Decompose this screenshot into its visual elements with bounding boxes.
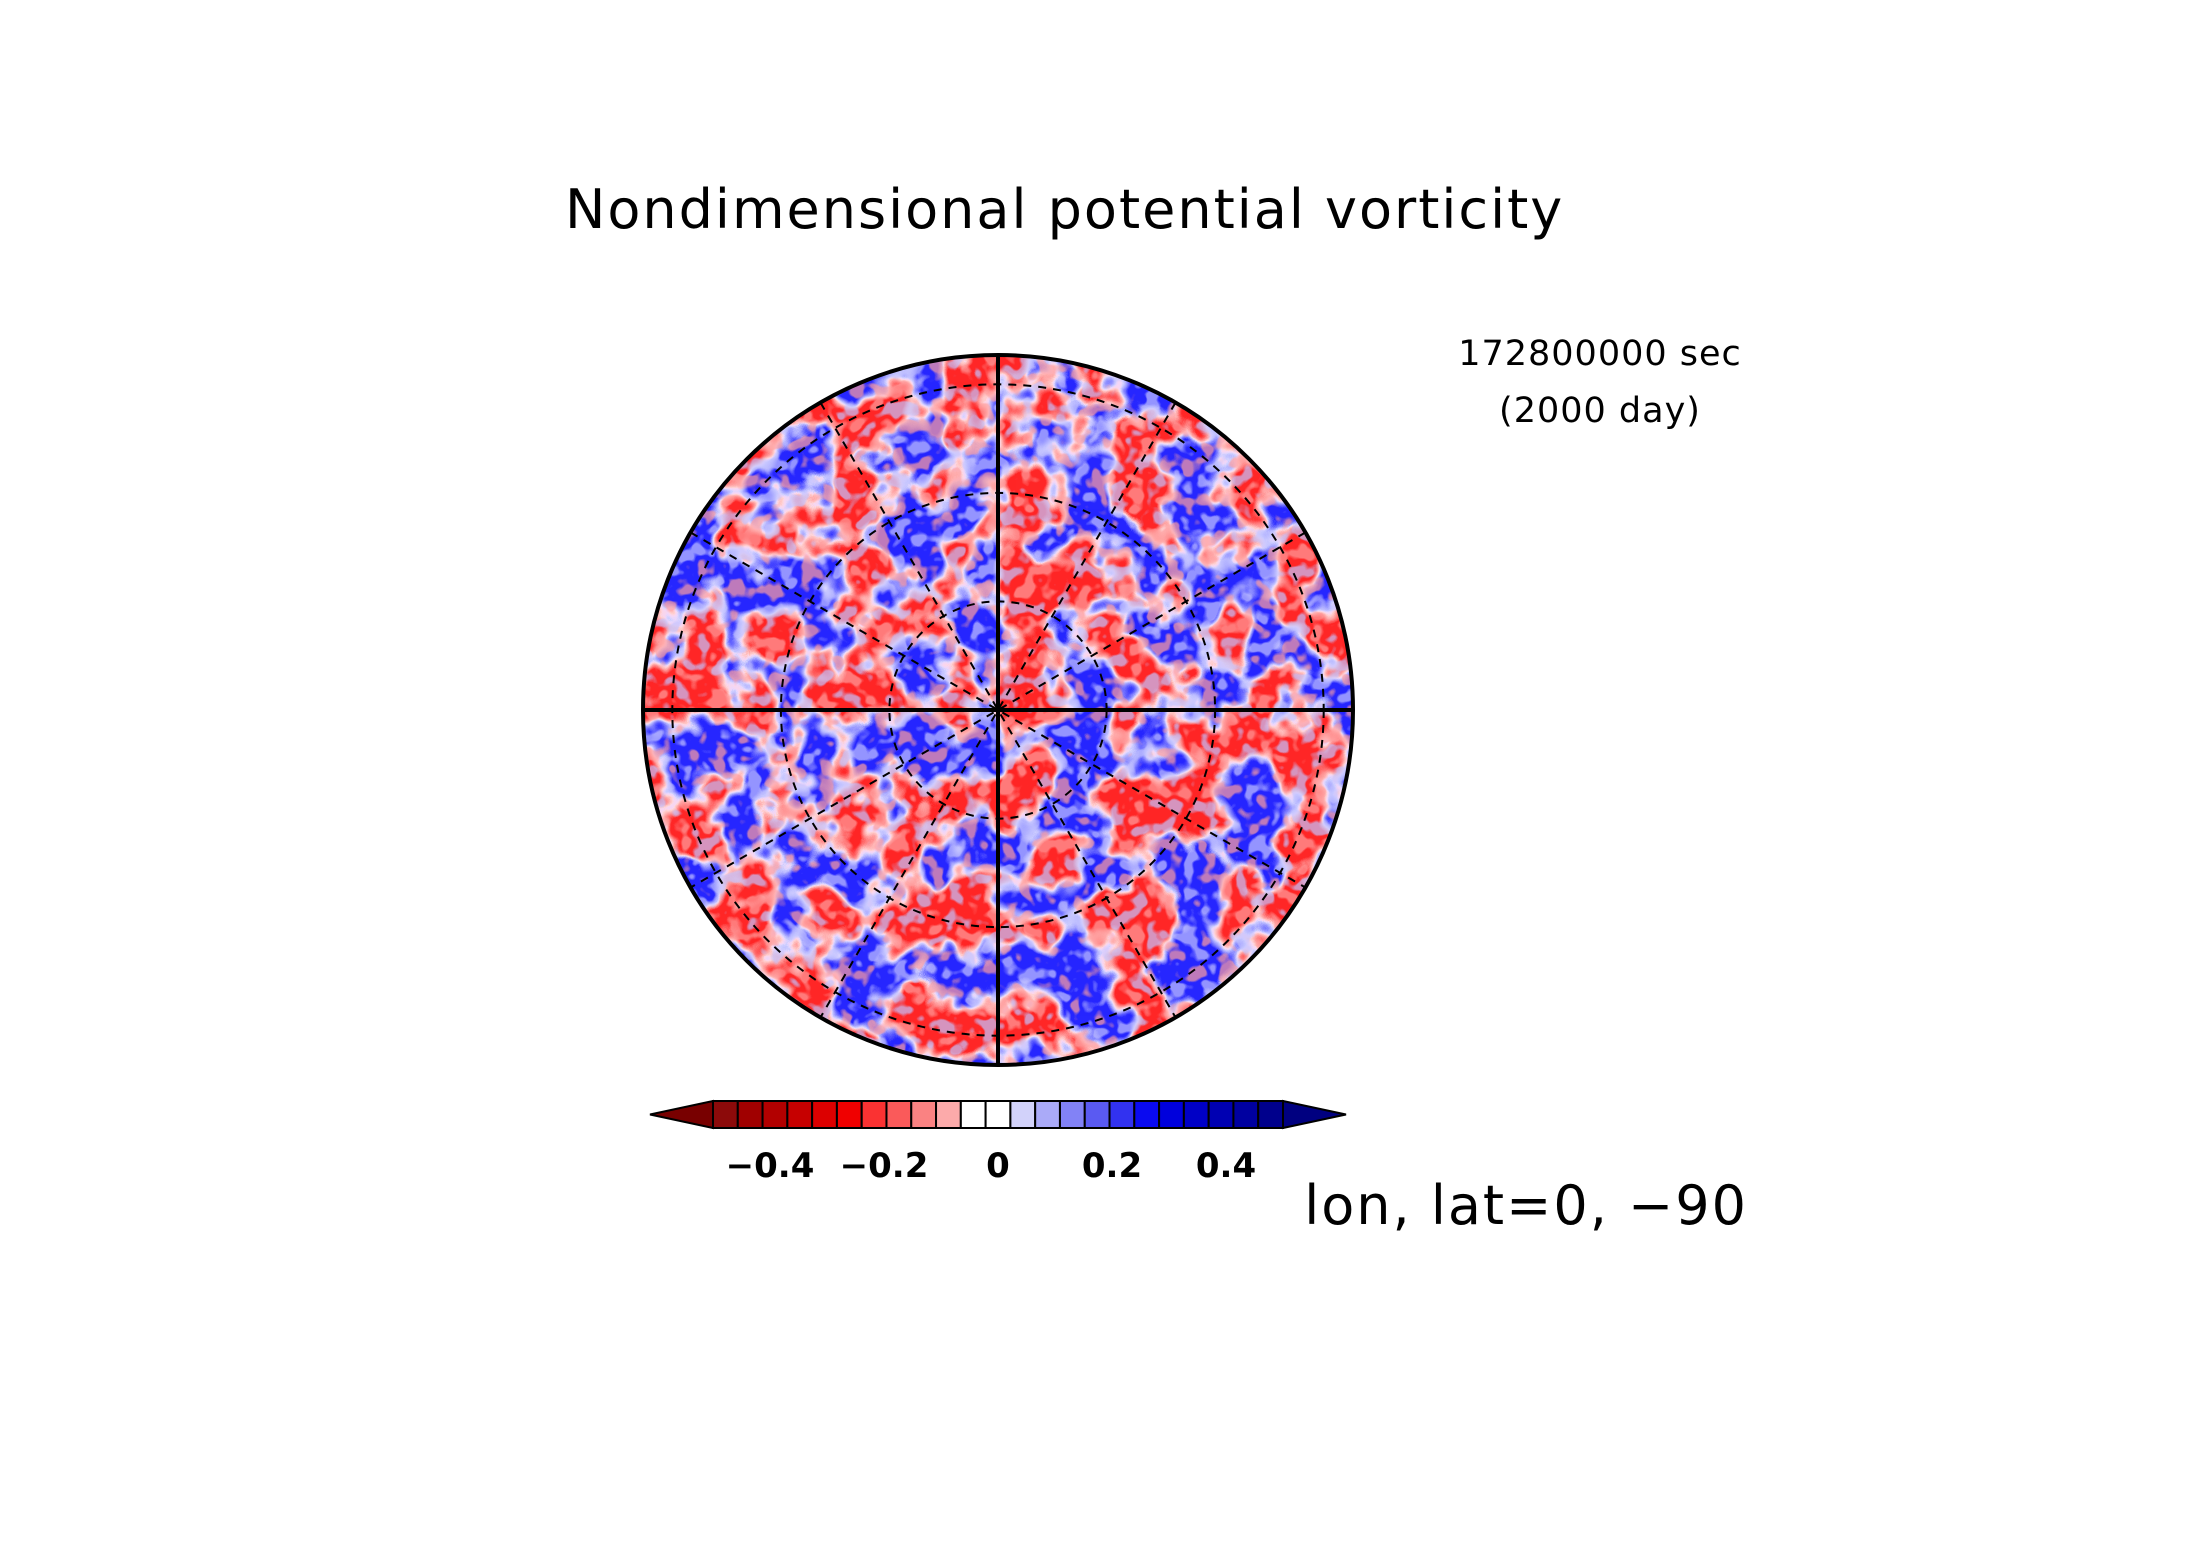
colorbar-swatch bbox=[811, 1100, 838, 1129]
colorbar-over-arrow bbox=[1282, 1099, 1347, 1130]
meridian-line bbox=[690, 531, 1306, 889]
colorbar-swatch bbox=[984, 1100, 1012, 1129]
polar-map bbox=[641, 353, 1355, 1067]
time-days: (2000 day) bbox=[1499, 391, 1701, 431]
meridian-line bbox=[819, 402, 1177, 1018]
colorbar-swatch bbox=[860, 1100, 888, 1129]
colorbar-swatch bbox=[835, 1100, 863, 1129]
plot-title: Nondimensional potential vorticity bbox=[565, 178, 1564, 241]
latitude-circle bbox=[671, 383, 1325, 1037]
colorbar-swatch bbox=[1009, 1100, 1037, 1129]
colorbar-swatch bbox=[1133, 1100, 1161, 1129]
colorbar-swatch bbox=[1158, 1100, 1185, 1129]
time-seconds: 172800000 sec bbox=[1458, 334, 1742, 374]
meridian-line bbox=[690, 531, 1306, 889]
latitude-circle bbox=[779, 491, 1217, 929]
colorbar-swatch bbox=[736, 1100, 764, 1129]
colorbar-swatch bbox=[935, 1100, 962, 1129]
colorbar-tick-label: −0.2 bbox=[840, 1146, 929, 1186]
colorbar-swatch bbox=[910, 1100, 938, 1129]
colorbar-tick-label: −0.4 bbox=[726, 1146, 815, 1186]
coordinate-label: lon, lat=0, −90 bbox=[1304, 1174, 1748, 1237]
colorbar-swatch bbox=[1083, 1100, 1111, 1129]
meridian-line bbox=[819, 402, 1177, 1018]
colorbar-swatch bbox=[1034, 1100, 1061, 1129]
colorbar-swatch bbox=[1207, 1100, 1235, 1129]
map-boundary bbox=[641, 353, 1355, 1067]
colorbar-tick-label: 0.2 bbox=[1082, 1146, 1142, 1186]
colorbar-swatch bbox=[885, 1100, 913, 1129]
colorbar-swatch bbox=[1058, 1100, 1086, 1129]
colorbar-swatch bbox=[1232, 1100, 1260, 1129]
colorbar-swatch bbox=[1257, 1100, 1284, 1129]
colorbar-tick-label: 0 bbox=[986, 1146, 1010, 1186]
colorbar-swatch bbox=[1108, 1100, 1136, 1129]
colorbar-swatch bbox=[1182, 1100, 1210, 1129]
map-gridlines bbox=[643, 355, 1353, 1065]
colorbar: −0.4 −0.2 0 0.2 0.4 bbox=[649, 1099, 1347, 1186]
latitude-circle bbox=[888, 600, 1108, 820]
colorbar-tick-label: 0.4 bbox=[1196, 1146, 1256, 1186]
colorbar-swatch bbox=[959, 1100, 987, 1129]
colorbar-under-arrow bbox=[649, 1099, 714, 1130]
colorbar-swatch bbox=[786, 1100, 814, 1129]
colorbar-swatch bbox=[712, 1100, 739, 1129]
colorbar-swatch bbox=[761, 1100, 789, 1129]
